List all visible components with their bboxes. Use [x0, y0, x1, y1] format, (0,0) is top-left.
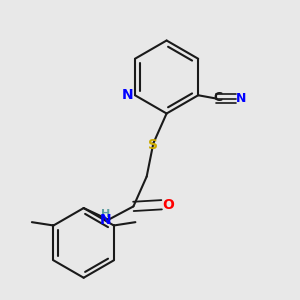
Text: N: N [236, 92, 247, 105]
Text: S: S [148, 138, 158, 152]
Text: H: H [101, 209, 110, 219]
Text: O: O [162, 198, 174, 212]
Text: N: N [122, 88, 134, 102]
Text: N: N [100, 213, 112, 227]
Text: C: C [214, 91, 223, 104]
